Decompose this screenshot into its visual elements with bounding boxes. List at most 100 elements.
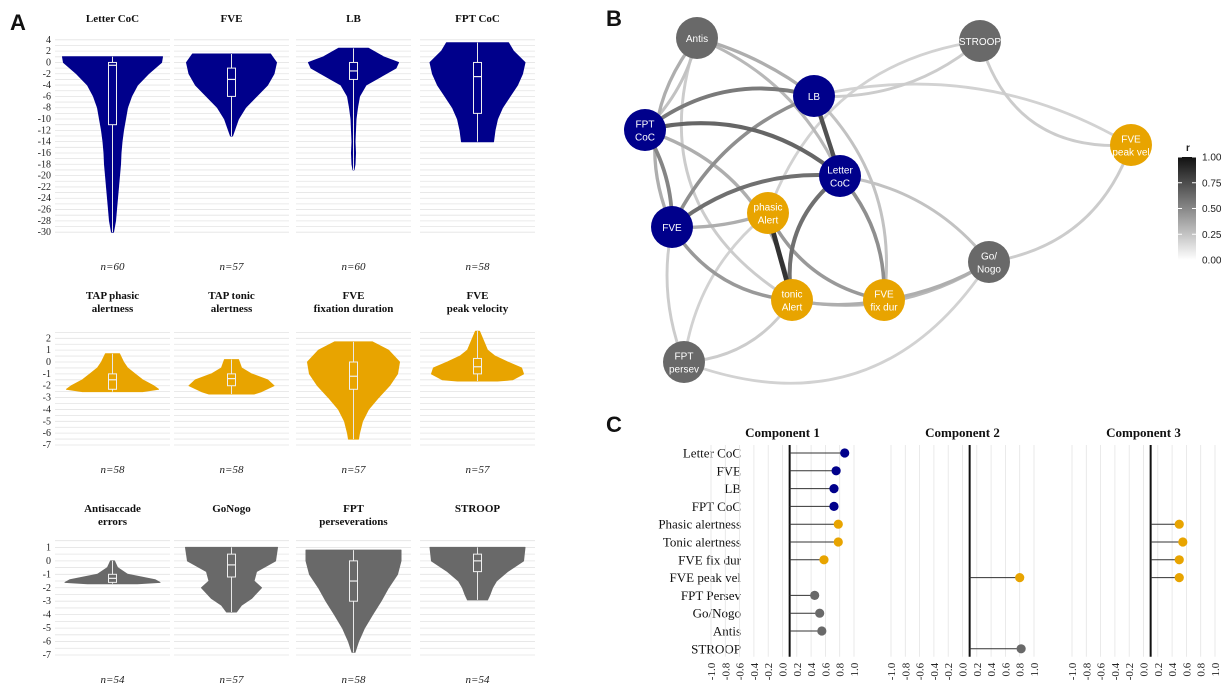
- legend-tick-label: 0.50: [1202, 204, 1222, 215]
- component-title: Component 1: [745, 425, 820, 440]
- network-edge: [695, 36, 842, 178]
- box: [227, 67, 236, 97]
- category-label: FVE: [716, 463, 741, 478]
- node-label: FVE: [662, 223, 682, 234]
- network-edge: [642, 121, 843, 179]
- x-tick-label: 0.4: [986, 662, 998, 676]
- network-edge: [670, 173, 842, 229]
- network-edge: [812, 94, 888, 302]
- y-tick-label: -18: [38, 159, 51, 170]
- network-node: FVE fix dur: [863, 279, 905, 321]
- x-tick-label: -0.6: [915, 662, 927, 680]
- network-edge: [682, 211, 770, 364]
- node-circle: [959, 20, 1001, 62]
- category-label: FPT CoC: [692, 499, 741, 514]
- x-tick-label: 0.6: [820, 662, 832, 676]
- node-circle: [1110, 124, 1152, 166]
- n-label: n=58: [342, 674, 366, 686]
- category-label: Letter CoC: [683, 446, 741, 461]
- panel-label-a: A: [10, 10, 26, 35]
- n-label: n=60: [101, 261, 125, 273]
- x-tick-label: 0.4: [806, 662, 818, 676]
- network-node: STROOP: [959, 20, 1001, 62]
- panel-label-c: C: [606, 412, 622, 437]
- network-edge: [643, 86, 816, 132]
- y-tick-label: 0: [46, 57, 51, 68]
- network-edge: [812, 39, 982, 98]
- x-tick-label: -0.2: [1124, 663, 1136, 680]
- y-tick-label: 2: [46, 333, 51, 344]
- network-node: Letter CoC: [819, 155, 861, 197]
- node-label: tonic: [781, 290, 802, 301]
- subplot-title: alertness: [211, 303, 253, 315]
- x-tick-label: -0.8: [900, 662, 912, 680]
- n-label: n=58: [101, 464, 125, 476]
- x-tick-label: -0.4: [749, 662, 761, 680]
- x-tick-label: -0.8: [720, 662, 732, 680]
- y-tick-label: -7: [43, 650, 51, 661]
- y-tick-label: -12: [38, 125, 51, 136]
- subplot-title: FVE: [467, 290, 489, 302]
- y-tick-label: -2: [43, 583, 51, 594]
- x-tick-label: 1.0: [1210, 662, 1222, 676]
- network-node: tonic Alert: [771, 279, 813, 321]
- legend-tick-label: 0.75: [1202, 178, 1222, 189]
- node-label: Nogo: [977, 265, 1001, 276]
- x-tick-label: 0.2: [792, 663, 804, 677]
- lollipop-dot: [829, 484, 839, 494]
- x-tick-label: -0.4: [1110, 662, 1122, 680]
- subplot-title: Antisaccade: [84, 503, 141, 515]
- category-label: LB: [724, 481, 741, 496]
- category-label: STROOP: [691, 641, 741, 656]
- legend-tick-label: 1.00: [1202, 153, 1222, 164]
- network-edge: [838, 174, 991, 264]
- violin-panel: 420-2-4-6-8-10-12-14-16-18-20-22-24-26-2…: [38, 13, 535, 686]
- y-tick-label: -2: [43, 69, 51, 80]
- violin-subplot: 420-2-4-6-8-10-12-14-16-18-20-22-24-26-2…: [38, 13, 170, 273]
- y-tick-label: -26: [38, 205, 51, 216]
- y-tick-label: -4: [43, 80, 51, 91]
- network-node: FVE: [651, 206, 693, 248]
- lollipop-dot: [1016, 644, 1026, 654]
- y-tick-label: -16: [38, 148, 51, 159]
- lollipop-dot: [1174, 555, 1184, 565]
- x-tick-label: -0.2: [763, 663, 775, 680]
- lollipop-dot: [829, 501, 839, 511]
- y-tick-label: -7: [43, 440, 51, 451]
- lollipop-dot: [1178, 537, 1188, 547]
- loading-panel: Letter CoC FVE LB FPT CoC Phasic alertness To…: [658, 425, 1222, 680]
- network-edge: [670, 94, 816, 229]
- lollipop-dot: [1174, 573, 1184, 583]
- x-tick-label: -0.2: [943, 663, 955, 680]
- x-tick-label: 0.2: [972, 663, 984, 677]
- panel-label-b: B: [606, 6, 622, 31]
- x-tick-label: -0.6: [735, 662, 747, 680]
- node-circle: [771, 279, 813, 321]
- node-label: Letter: [827, 166, 853, 177]
- y-tick-label: -10: [38, 114, 51, 125]
- network-node: Go/Nogo: [968, 241, 1010, 283]
- lollipop-dot: [840, 448, 850, 458]
- x-tick-label: 1.0: [1029, 662, 1041, 676]
- network-edge: [987, 143, 1133, 264]
- network-node: FPT CoC: [624, 109, 666, 151]
- category-label: Antis: [713, 624, 741, 639]
- violin-subplot: LB n=60: [296, 13, 411, 273]
- lollipop-dot: [819, 555, 829, 565]
- lollipop-dot: [1174, 519, 1184, 529]
- n-label: n=54: [101, 674, 125, 686]
- x-tick-label: -0.4: [929, 662, 941, 680]
- subplot-title: TAP tonic: [208, 290, 255, 302]
- subplot-title: perseverations: [319, 516, 388, 528]
- lollipop-dot: [810, 590, 820, 601]
- category-label: Phasic alertness: [658, 517, 741, 532]
- violin-subplot: STROOP n=54: [420, 503, 535, 686]
- y-tick-label: -1: [43, 369, 51, 380]
- color-legend: r 1.00 0.75 0.50 0.25 0.00: [1178, 143, 1222, 267]
- lollipop-dot: [833, 537, 843, 547]
- y-tick-label: 0: [46, 357, 51, 368]
